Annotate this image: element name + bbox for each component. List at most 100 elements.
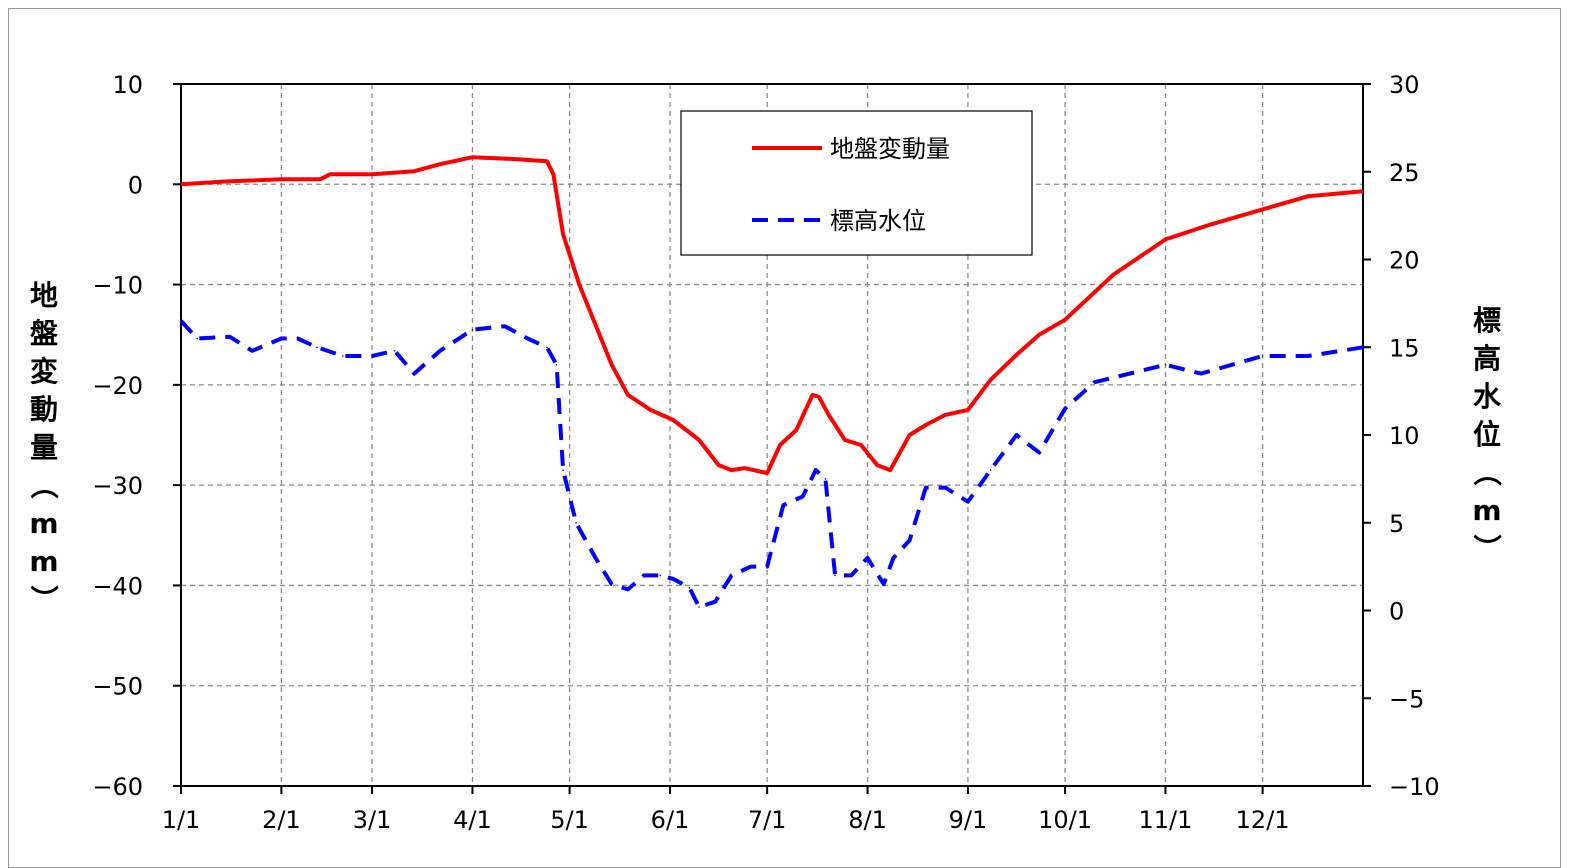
x-tick-label: 8/1: [848, 806, 887, 834]
y-right-tick-label: −5: [1389, 685, 1424, 713]
data-point-water-level: [627, 588, 629, 591]
y-left-tick-label: −60: [92, 773, 143, 801]
data-point-water-level: [850, 574, 853, 577]
data-point-ground-deformation: [319, 178, 322, 181]
y-left-tick-label: −30: [92, 472, 143, 500]
data-point-water-level: [643, 574, 645, 577]
data-point-ground-deformation: [779, 444, 781, 446]
data-point-ground-deformation: [989, 379, 992, 381]
data-point-water-level: [989, 469, 992, 471]
data-point-water-level: [882, 583, 885, 585]
axis-title-char: 水: [1473, 380, 1502, 413]
y-left-tick-label: −20: [92, 372, 143, 400]
data-point-ground-deformation: [413, 170, 416, 172]
data-point-ground-deformation: [1261, 208, 1264, 211]
data-point-ground-deformation: [811, 394, 814, 396]
data-point-water-level: [316, 346, 318, 349]
series-layer: [179, 155, 1364, 609]
x-tick-label: 5/1: [550, 806, 589, 834]
x-tick-label: 6/1: [651, 806, 690, 834]
y-right-tick-label: 25: [1389, 159, 1420, 187]
axis-title-char: 量: [30, 431, 58, 464]
data-point-ground-deformation: [471, 156, 474, 158]
data-point-ground-deformation: [1112, 273, 1115, 276]
data-point-ground-deformation: [228, 180, 231, 183]
x-tick-label: 10/1: [1038, 806, 1092, 834]
y-right-tick-label: 10: [1389, 422, 1420, 450]
data-point-water-level: [866, 557, 869, 559]
data-point-ground-deformation: [844, 439, 846, 441]
data-point-water-level: [526, 337, 529, 340]
data-point-water-level: [546, 346, 548, 349]
data-point-ground-deformation: [967, 409, 969, 411]
data-point-water-level: [1307, 355, 1309, 357]
data-point-water-level: [1015, 434, 1018, 436]
data-point-ground-deformation: [743, 467, 746, 469]
data-point-ground-deformation: [329, 173, 331, 176]
data-point-water-level: [1064, 407, 1066, 410]
data-point-ground-deformation: [1015, 354, 1018, 356]
y-right-tick-label: 5: [1389, 510, 1404, 538]
data-point-ground-deformation: [766, 472, 768, 474]
axis-title-char: 盤: [30, 317, 59, 350]
data-point-ground-deformation: [1064, 318, 1066, 321]
y-right-tick-label: 20: [1389, 247, 1420, 275]
axis-title-char: m: [29, 545, 58, 578]
x-tick-label: 7/1: [748, 806, 787, 834]
y-axis-left-title: 地盤変動量 （ mm ）: [27, 279, 60, 613]
data-point-ground-deformation: [889, 469, 891, 471]
data-point-water-level: [342, 355, 344, 357]
data-point-ground-deformation: [371, 173, 373, 176]
axis-title-char: 標: [1473, 304, 1501, 337]
y-left-tick-label: −50: [92, 673, 143, 701]
data-point-water-level: [698, 606, 700, 608]
data-point-ground-deformation: [795, 429, 798, 431]
data-point-ground-deformation: [594, 323, 597, 326]
axis-title-char: m: [1472, 494, 1501, 527]
data-point-water-level: [196, 337, 198, 340]
data-point-ground-deformation: [546, 160, 548, 162]
x-tick-label: 3/1: [353, 806, 392, 834]
data-point-ground-deformation: [876, 464, 878, 466]
axis-title-char: 地: [30, 279, 58, 312]
axis-title-char: 変: [30, 355, 58, 388]
axis-layer: 1/1 2/1 3/1 4/1 5/1 6/1 7/1 8/1 9/1 10/1 11/1 12/1 1…: [92, 71, 1439, 834]
data-point-ground-deformation: [672, 419, 674, 421]
y-left-tick-label: 10: [112, 71, 143, 99]
data-point-water-level: [944, 486, 947, 489]
data-point-water-level: [439, 350, 441, 352]
data-point-ground-deformation: [908, 434, 911, 436]
data-point-water-level: [688, 586, 691, 589]
data-point-ground-deformation: [562, 233, 564, 236]
y-left-tick-label: −40: [92, 572, 143, 600]
data-point-water-level: [766, 565, 768, 568]
y-left-tick-label: −10: [92, 272, 143, 300]
data-point-water-level: [296, 337, 299, 340]
data-point-water-level: [180, 320, 182, 322]
axis-title-char: （: [1470, 458, 1503, 486]
data-point-water-level: [814, 469, 817, 471]
data-point-water-level: [251, 350, 253, 352]
axis-title-char: ）: [1470, 534, 1503, 562]
data-point-water-level: [562, 469, 564, 471]
data-point-water-level: [967, 500, 969, 503]
data-point-ground-deformation: [439, 163, 441, 165]
data-point-water-level: [371, 355, 373, 357]
legend-box: [680, 110, 1033, 256]
axis-title-char: 位: [1473, 418, 1501, 451]
data-point-water-level: [750, 565, 752, 568]
data-point-ground-deformation: [698, 439, 700, 441]
data-point-water-level: [714, 600, 717, 603]
data-point-ground-deformation: [610, 364, 613, 366]
data-point-ground-deformation: [1164, 238, 1167, 241]
data-point-ground-deformation: [944, 414, 947, 416]
x-tick-label: 4/1: [453, 806, 492, 834]
data-point-water-level: [659, 574, 662, 577]
legend-label-water: 標高水位: [830, 207, 926, 235]
data-point-ground-deformation: [627, 394, 629, 396]
data-point-water-level: [471, 328, 474, 331]
axis-title-char: m: [29, 507, 58, 540]
data-point-water-level: [1038, 451, 1040, 454]
grid-lines: [181, 84, 1363, 786]
data-point-ground-deformation: [517, 158, 519, 160]
